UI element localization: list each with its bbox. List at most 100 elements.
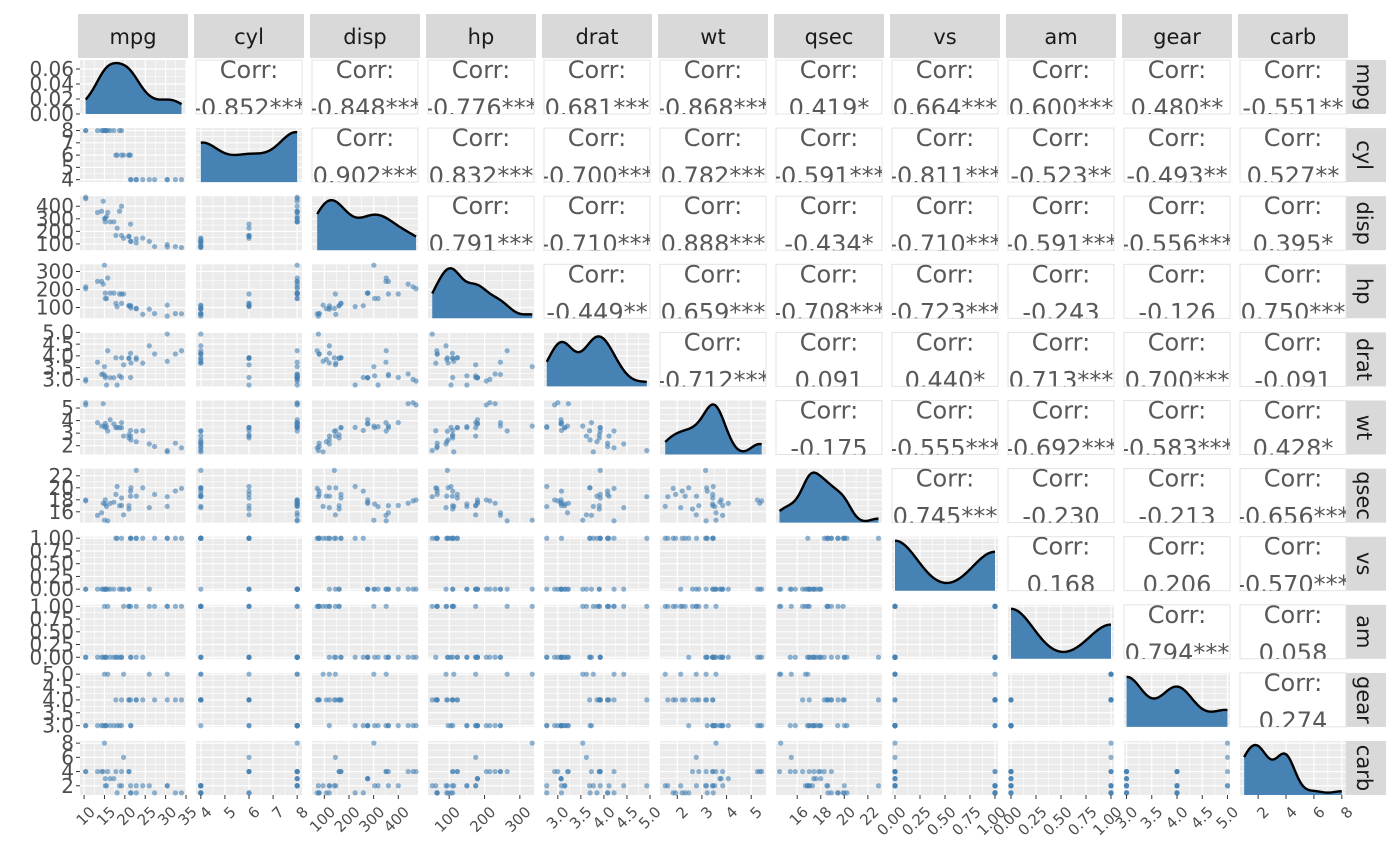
scatter-point	[338, 697, 344, 703]
scatter-point	[580, 671, 586, 677]
scatter-point	[892, 723, 898, 729]
scatter-point	[703, 467, 709, 473]
strip-top-am: am	[1006, 14, 1116, 58]
corr-label: Corr:	[1148, 260, 1206, 288]
corr-panel-wt-vs: Corr: -0.555***	[891, 400, 999, 455]
scatter-point	[825, 535, 831, 541]
corr-panel-cyl-qsec: Corr: -0.591***	[775, 127, 883, 183]
corr-value: -0.091	[1254, 366, 1331, 394]
scatter-point	[597, 654, 603, 660]
scatter-point	[689, 586, 696, 592]
scatter-point	[365, 417, 371, 423]
scatter-point	[121, 603, 127, 609]
scatter-point	[473, 783, 479, 789]
scatter-point	[686, 535, 692, 541]
scatter-point	[127, 535, 134, 541]
scatter-point	[146, 343, 152, 349]
scatter-point	[590, 535, 596, 541]
scatter-point	[198, 485, 204, 491]
scatter-point	[710, 491, 716, 497]
corr-panel-vs-am: Corr: 0.168	[1007, 536, 1115, 592]
corr-value: -0.710***	[540, 230, 653, 258]
scatter-point	[198, 331, 204, 337]
scatter-point	[605, 443, 611, 450]
y-tick-label: 5.0	[42, 662, 74, 686]
scatter-point	[473, 433, 479, 439]
scatter-point	[778, 740, 784, 746]
scatter-point	[588, 768, 595, 775]
scatter-panel-gear-cyl	[196, 671, 302, 729]
corr-value: -0.434*	[784, 230, 873, 258]
scatter-point	[710, 790, 716, 796]
scatter-point	[294, 291, 300, 297]
scatter-point	[316, 790, 322, 796]
panel-background	[80, 741, 186, 795]
scatter-point	[429, 697, 435, 703]
scatter-point	[787, 654, 793, 660]
scatter-point	[811, 768, 817, 775]
scatter-point	[434, 351, 440, 357]
scatter-point	[121, 512, 127, 518]
scatter-point	[198, 535, 204, 541]
scatter-point	[198, 697, 204, 703]
scatter-point	[246, 382, 252, 388]
scatter-point	[673, 603, 679, 609]
scatter-point	[492, 768, 498, 775]
scatter-point	[372, 654, 378, 660]
scatter-point	[133, 355, 139, 361]
scatter-point	[580, 586, 586, 592]
scatter-panel-qsec-hp	[428, 467, 535, 524]
scatter-point	[294, 295, 300, 302]
scatter-point	[198, 603, 204, 609]
scatter-point	[689, 697, 696, 703]
scatter-point	[606, 433, 612, 439]
corr-label: Corr:	[1148, 124, 1206, 152]
scatter-panel-gear-qsec	[776, 671, 882, 729]
scatter-point	[410, 586, 416, 592]
scatter-point	[107, 290, 113, 296]
scatter-point	[410, 768, 416, 775]
scatter-point	[326, 360, 332, 366]
scatter-point	[621, 441, 627, 447]
scatter-point	[606, 535, 612, 541]
x-tick-label: 200	[466, 803, 499, 836]
scatter-panel-hp-mpg	[80, 262, 187, 319]
scatter-point	[703, 654, 709, 660]
scatter-point	[383, 654, 389, 660]
corr-label: Corr:	[800, 192, 858, 220]
corr-label: Corr:	[1148, 328, 1206, 356]
scatter-point	[410, 654, 416, 660]
scatter-point	[111, 654, 117, 660]
scatter-point	[332, 433, 339, 439]
scatter-point	[835, 790, 841, 796]
scatter-point	[892, 768, 898, 775]
corr-value: -0.556***	[1120, 230, 1233, 258]
corr-value: -0.708***	[772, 298, 885, 326]
scatter-point	[725, 654, 731, 660]
scatter-point	[443, 505, 449, 511]
scatter-point	[121, 754, 127, 760]
scatter-point	[338, 495, 344, 501]
scatter-point	[434, 535, 440, 541]
scatter-point	[198, 671, 204, 677]
corr-value: -0.848***	[308, 94, 421, 122]
corr-label: Corr:	[1264, 56, 1322, 84]
x-tick-label: 8	[1337, 803, 1356, 822]
scatter-point	[555, 654, 561, 660]
corr-label: Corr:	[1032, 124, 1090, 152]
scatter-point	[487, 654, 493, 660]
corr-label: Corr:	[1148, 533, 1206, 561]
scatter-point	[140, 177, 146, 183]
corr-label: Corr:	[452, 56, 510, 84]
scatter-point	[473, 723, 479, 729]
scatter-point	[326, 586, 332, 592]
scatter-point	[544, 483, 550, 490]
scatter-panel-carb-qsec	[776, 740, 882, 796]
scatter-point	[444, 467, 451, 473]
corr-value: 0.480**	[1131, 94, 1224, 122]
corr-panel-hp-drat: Corr: -0.449**	[543, 263, 651, 319]
strip-label: hp	[1352, 278, 1376, 305]
scatter-point	[246, 512, 252, 518]
corr-label: Corr:	[1148, 397, 1206, 425]
scatter-point	[198, 723, 204, 729]
